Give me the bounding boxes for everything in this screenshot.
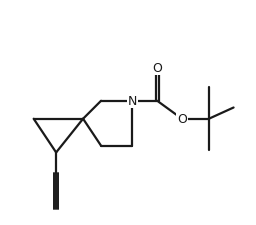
Text: N: N xyxy=(128,95,137,108)
Text: O: O xyxy=(177,113,187,126)
Text: O: O xyxy=(152,61,162,74)
